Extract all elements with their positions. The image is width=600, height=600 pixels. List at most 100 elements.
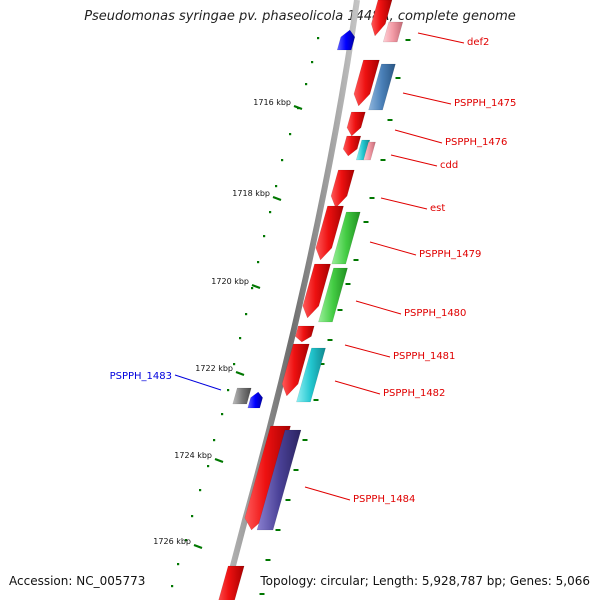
outer-tick xyxy=(363,221,369,223)
label-leader-line xyxy=(355,300,402,315)
ruler-dot xyxy=(317,37,320,40)
gene-block xyxy=(368,63,396,111)
outer-tick xyxy=(302,439,308,441)
label-leader-line xyxy=(402,92,452,105)
label-leader-line xyxy=(334,380,381,395)
outer-tick xyxy=(337,309,343,311)
ruler-dot xyxy=(213,439,216,442)
gene-label[interactable]: PSPPH_1481 xyxy=(393,351,455,362)
gene-arrow xyxy=(371,0,393,37)
tick-label: 1720 kbp xyxy=(211,277,249,286)
label-leader-line xyxy=(417,32,465,44)
gene-label[interactable]: PSPPH_1475 xyxy=(454,98,516,109)
gene-block xyxy=(363,141,376,161)
ruler-dot xyxy=(199,489,202,492)
gene-arrow xyxy=(218,565,245,600)
ruler-dot xyxy=(191,515,194,518)
label-leader-line xyxy=(174,374,222,391)
gene-label[interactable]: PSPPH_1479 xyxy=(419,249,481,260)
gene-arrow xyxy=(302,263,331,319)
gene-arrow xyxy=(336,29,356,51)
ruler-dot xyxy=(207,465,210,468)
ruler-dot xyxy=(171,585,174,588)
genome-summary-text: Topology: circular; Length: 5,928,787 bp… xyxy=(260,574,590,588)
gene-label[interactable]: PSPPH_1483 xyxy=(110,371,172,382)
tick-label: 1724 kbp xyxy=(174,451,212,460)
gene-label[interactable]: PSPPH_1484 xyxy=(353,494,415,505)
ruler-dot xyxy=(281,159,284,162)
tick-label: 1716 kbp xyxy=(253,98,291,107)
outer-tick xyxy=(275,529,281,531)
ruler-dot xyxy=(227,389,230,392)
outer-tick xyxy=(395,77,401,79)
tick-mark xyxy=(293,104,303,111)
ruler-dot xyxy=(305,83,308,86)
gene-arrow xyxy=(295,325,315,343)
ruler-dot xyxy=(251,287,254,290)
tick-label: 1718 kbp xyxy=(232,189,270,198)
ruler-dot xyxy=(177,563,180,566)
gene-features xyxy=(218,0,404,600)
outer-tick xyxy=(293,469,299,471)
ruler-dot xyxy=(185,539,188,542)
gene-block xyxy=(232,387,252,405)
tick-mark xyxy=(214,457,224,464)
gene-arrow xyxy=(346,111,366,137)
gene-label[interactable]: cdd xyxy=(440,160,458,171)
gene-arrow xyxy=(281,343,310,397)
accession-text: Accession: NC_005773 xyxy=(9,574,146,588)
gene-label[interactable]: est xyxy=(430,203,445,214)
gene-arrow xyxy=(353,59,380,107)
tick-mark xyxy=(251,283,261,290)
tick-label: 1722 kbp xyxy=(195,364,233,373)
gene-block xyxy=(318,267,348,323)
gene-label[interactable]: def2 xyxy=(467,37,489,48)
ruler-dot xyxy=(233,363,236,366)
gene-label[interactable]: PSPPH_1476 xyxy=(445,137,507,148)
gene-arrow xyxy=(247,391,263,409)
ruler-dot xyxy=(275,185,278,188)
label-leader-line xyxy=(344,344,391,358)
label-leader-line xyxy=(369,241,417,256)
outer-tick xyxy=(380,159,386,161)
label-leader-line xyxy=(390,154,438,167)
ruler-dot xyxy=(257,261,260,264)
outer-tick xyxy=(345,283,351,285)
label-leader-line xyxy=(304,486,351,501)
outer-tick xyxy=(313,399,319,401)
gene-block xyxy=(331,211,361,265)
ruler-dot xyxy=(239,337,242,340)
outer-tick xyxy=(259,593,265,595)
outer-tick xyxy=(327,339,333,341)
outer-tick xyxy=(285,499,291,501)
tick-mark xyxy=(193,543,203,550)
ruler-dot xyxy=(245,313,248,316)
tick-mark xyxy=(272,195,282,202)
gene-arrow xyxy=(315,205,344,261)
ruler-dot xyxy=(289,133,292,136)
ruler-dot xyxy=(221,413,224,416)
gene-arrow xyxy=(330,169,355,209)
outer-tick xyxy=(369,197,375,199)
gene-label[interactable]: PSPPH_1480 xyxy=(404,308,466,319)
gene-block xyxy=(256,429,302,531)
tick-label: 1726 kbp xyxy=(153,537,191,546)
label-leader-line xyxy=(380,197,428,210)
gene-block xyxy=(382,21,404,43)
outer-tick xyxy=(387,119,393,121)
outer-tick xyxy=(265,559,271,561)
outer-tick xyxy=(405,39,411,41)
gene-block xyxy=(296,347,326,403)
ruler-dot xyxy=(263,235,266,238)
ruler-dot xyxy=(311,61,314,64)
ruler-dot xyxy=(269,211,272,214)
map-title: Pseudomonas syringae pv. phaseolicola 14… xyxy=(84,9,516,24)
outer-tick xyxy=(353,259,359,261)
kbp-scale: 1716 kbp 1718 kbp 1720 kbp 1722 kbp 1724 kbp… xyxy=(153,37,411,595)
tick-mark xyxy=(235,370,245,377)
gene-label[interactable]: PSPPH_1482 xyxy=(383,388,445,399)
gene-arrow xyxy=(342,135,362,157)
